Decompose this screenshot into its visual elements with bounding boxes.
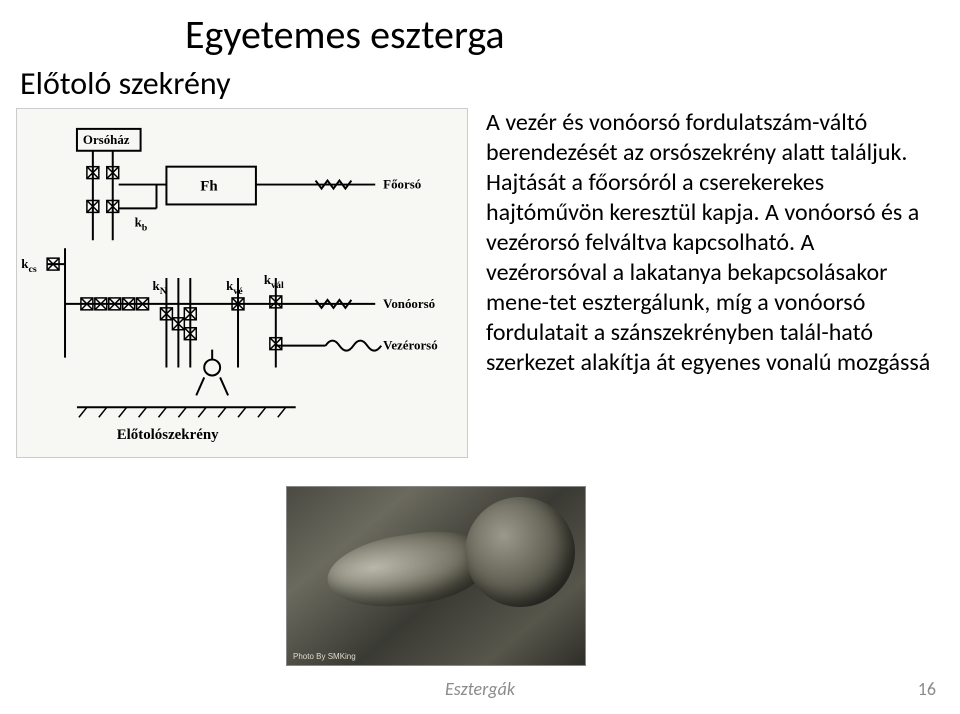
- diagram-label-kval: kvál: [264, 272, 284, 291]
- page-title: Egyetemes eszterga: [185, 10, 505, 59]
- diagram-label-kN: kN: [153, 278, 168, 297]
- diagram-label-foorso: Főorsó: [383, 177, 421, 192]
- diagram-label-vezerorso: Vezérorsó: [383, 338, 437, 353]
- section-title: Előtoló szekrény: [20, 64, 231, 103]
- diagram-label-kcs: kcs: [21, 256, 37, 275]
- footer-title: Esztergák: [0, 678, 960, 700]
- diagram-label-orsohaz: Orsóház: [83, 132, 130, 147]
- photo-credit: Photo By SMKing: [293, 652, 356, 661]
- diagram-label-elotoloszekreny: Előtolószekrény: [117, 427, 219, 443]
- body-text-content: A vezér és vonóorsó fordulatszám-váltó b…: [486, 108, 940, 378]
- body-paragraph: A vezér és vonóorsó fordulatszám-váltó b…: [486, 108, 940, 378]
- page-number: 16: [918, 678, 936, 700]
- diagram-label-kve: kvé: [226, 278, 243, 297]
- feed-gearbox-schematic: Orsóház kcs Fh kb kN kvé kvál Főorsó Von…: [16, 108, 468, 458]
- lathe-photo: Photo By SMKing: [286, 486, 586, 666]
- diagram-label-kb: kb: [135, 214, 148, 233]
- diagram-label-fh: Fh: [200, 179, 218, 195]
- diagram-label-vonoorso: Vonóorsó: [383, 296, 435, 311]
